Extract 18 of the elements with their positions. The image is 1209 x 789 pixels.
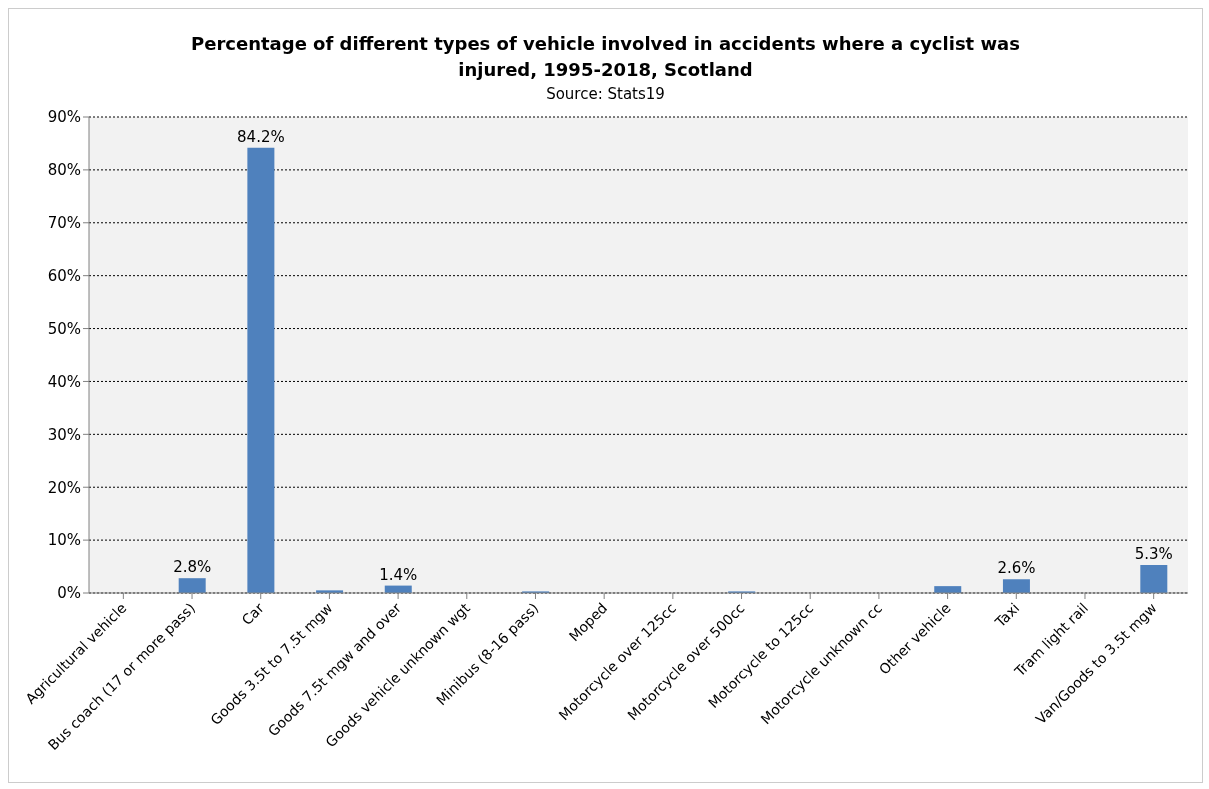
data-label: 1.4%	[379, 565, 418, 584]
y-tick-label: 80%	[47, 161, 81, 180]
data-label: 84.2%	[237, 127, 285, 146]
y-tick-label: 70%	[47, 214, 81, 233]
data-label: 2.6%	[997, 559, 1036, 578]
chart-subtitle: Source: Stats19	[545, 85, 666, 103]
y-tick-label: 10%	[47, 531, 81, 550]
x-tick-label: Car	[238, 599, 267, 629]
y-tick-label: 90%	[47, 108, 81, 127]
y-tick-label: 40%	[47, 372, 81, 391]
y-tick-label: 60%	[47, 266, 81, 285]
y-tick-label: 20%	[47, 478, 81, 497]
data-label: 5.3%	[1134, 544, 1173, 563]
y-tick-label: 0%	[57, 584, 81, 603]
chart-title: Percentage of different types of vehicle involved in accidents where a cyclist was injured, 1995-2018, Scotland	[190, 32, 1021, 82]
y-tick-label: 30%	[47, 425, 81, 444]
data-label: 2.8%	[173, 558, 212, 577]
y-tick-label: 50%	[47, 319, 81, 338]
